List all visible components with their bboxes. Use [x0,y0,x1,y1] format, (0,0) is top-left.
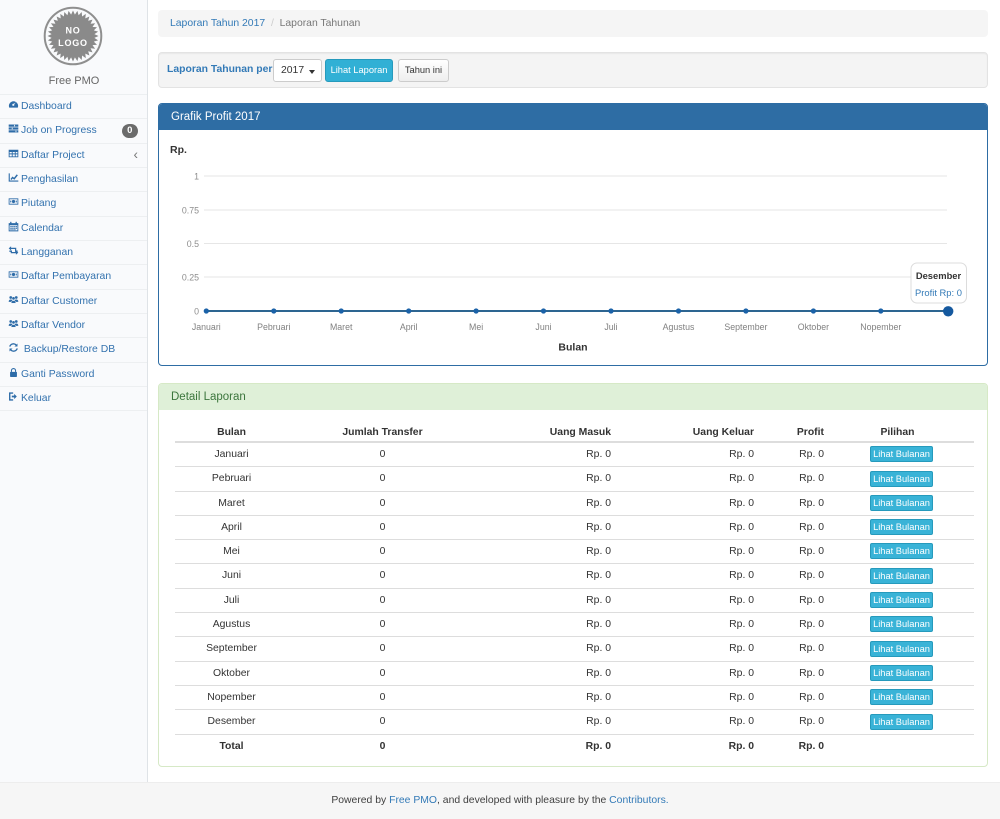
svg-text:Maret: Maret [330,322,353,332]
svg-text:Oktober: Oktober [798,322,829,332]
svg-text:Mei: Mei [469,322,483,332]
svg-text:Rp.: Rp. [170,144,187,156]
svg-text:Pebruari: Pebruari [257,322,290,332]
svg-text:0.5: 0.5 [187,239,199,249]
svg-text:Agustus: Agustus [663,322,695,332]
svg-text:Nopember: Nopember [860,322,901,332]
svg-text:September: September [724,322,767,332]
svg-text:1: 1 [194,172,199,182]
svg-text:Profit Rp: 0: Profit Rp: 0 [915,287,962,298]
svg-text:LOGO: LOGO [58,38,88,48]
svg-text:Desember: Desember [916,270,962,281]
svg-text:April: April [400,322,418,332]
svg-text:0: 0 [194,307,199,317]
svg-text:NO: NO [65,26,80,36]
svg-text:0.75: 0.75 [182,206,199,216]
svg-text:Juni: Juni [535,322,551,332]
svg-text:Bulan: Bulan [558,342,587,354]
svg-text:0.25: 0.25 [182,273,199,283]
svg-text:Juli: Juli [604,322,617,332]
svg-text:Januari: Januari [192,322,221,332]
